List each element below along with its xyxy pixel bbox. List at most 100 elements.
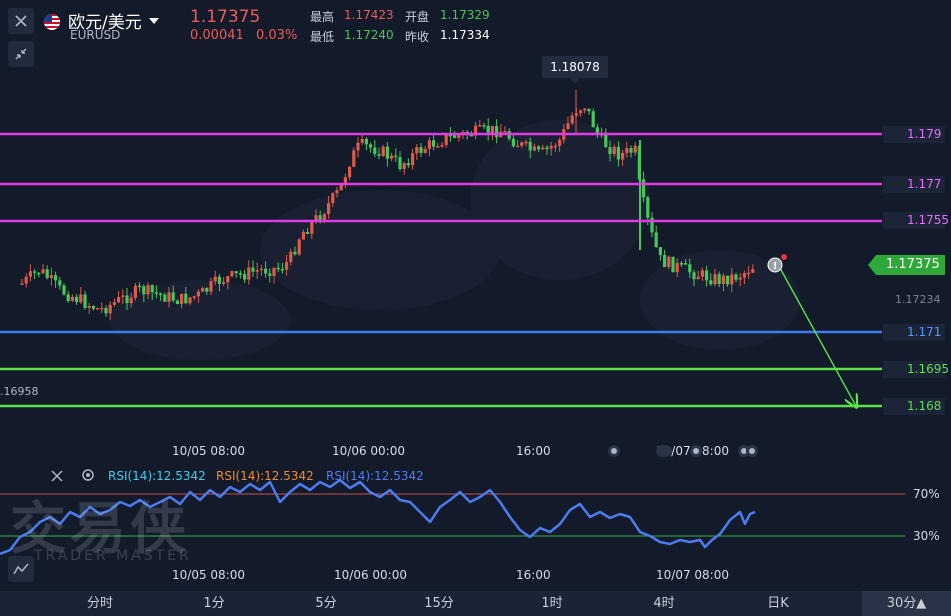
candle-body bbox=[41, 269, 45, 274]
candle-body bbox=[297, 239, 301, 255]
candle-body bbox=[705, 270, 709, 281]
timeframe-30min-selector[interactable]: 30分▲ bbox=[862, 591, 951, 616]
timeframe-fenshi[interactable]: 分时 bbox=[86, 596, 113, 611]
low-label: 最低 bbox=[310, 30, 335, 44]
timeframe-daily[interactable]: 日K bbox=[767, 596, 789, 611]
price-change: 0.00041 bbox=[190, 28, 244, 43]
candle-body bbox=[448, 134, 452, 137]
candle-body bbox=[360, 138, 364, 143]
candle-body bbox=[457, 134, 461, 138]
candle-body bbox=[726, 275, 730, 285]
candle-body bbox=[146, 285, 150, 295]
candle-body bbox=[272, 267, 276, 276]
timeframe-1h[interactable]: 1时 bbox=[541, 596, 563, 611]
candle-body bbox=[112, 302, 116, 305]
indicator-toggle-button[interactable] bbox=[8, 556, 34, 582]
candle-body bbox=[583, 108, 587, 111]
candle-body bbox=[490, 126, 494, 134]
price-change-pct: 0.03% bbox=[256, 28, 298, 43]
candle-body bbox=[142, 286, 146, 295]
candle-body bbox=[125, 295, 129, 304]
candlestick-chart[interactable]: ! bbox=[0, 0, 951, 440]
symbol-selector[interactable]: 欧元/美元 bbox=[68, 8, 160, 33]
x-label-3: 16:00 bbox=[516, 444, 551, 458]
chart-scroll-dots[interactable] bbox=[604, 441, 774, 461]
projection-arrow bbox=[779, 267, 856, 406]
candle-body bbox=[646, 197, 650, 218]
candle-body bbox=[343, 177, 347, 185]
candle-body bbox=[570, 115, 574, 124]
candle-body bbox=[369, 144, 373, 148]
candle-body bbox=[268, 273, 272, 276]
candle-body bbox=[734, 274, 738, 280]
candle-body bbox=[520, 142, 524, 146]
candle-body bbox=[121, 295, 125, 298]
candle-body bbox=[440, 144, 444, 147]
candle-body bbox=[495, 126, 499, 138]
candle-body bbox=[717, 274, 721, 284]
candle-body bbox=[553, 145, 557, 148]
candle-body bbox=[196, 291, 200, 297]
candle-body bbox=[721, 275, 725, 284]
candle-body bbox=[154, 292, 158, 294]
candle-body bbox=[394, 155, 398, 158]
candle-body bbox=[411, 153, 415, 166]
candle-body bbox=[478, 125, 482, 127]
candle-body bbox=[213, 276, 217, 282]
open-value: 1.17329 bbox=[440, 8, 490, 22]
rsi-line bbox=[0, 478, 756, 556]
watermark-cn: 交易侠 bbox=[10, 497, 190, 562]
close-button[interactable] bbox=[8, 8, 34, 34]
candle-body bbox=[537, 146, 541, 150]
candle-body bbox=[545, 147, 549, 149]
timeframe-15min[interactable]: 15分 bbox=[424, 596, 454, 611]
candle-body bbox=[293, 251, 297, 255]
candle-body bbox=[310, 221, 314, 234]
candle-body bbox=[419, 147, 423, 153]
watermark-en: TRADER MASTER bbox=[34, 548, 192, 564]
timeframe-5min[interactable]: 5分 bbox=[315, 596, 337, 611]
timeframe-4h[interactable]: 4时 bbox=[653, 596, 675, 611]
candle-body bbox=[167, 292, 171, 302]
candle-body bbox=[280, 268, 284, 271]
candle-body bbox=[163, 294, 167, 302]
candle-body bbox=[650, 217, 654, 233]
rsi-close-button[interactable] bbox=[50, 468, 64, 487]
candle-body bbox=[432, 140, 436, 147]
candle-body bbox=[70, 296, 74, 301]
candles-group bbox=[20, 90, 755, 321]
candle-body bbox=[108, 304, 112, 314]
rsi-settings-button[interactable] bbox=[80, 467, 96, 487]
candle-body bbox=[192, 296, 196, 298]
candle-body bbox=[356, 142, 360, 151]
candle-body bbox=[238, 273, 242, 275]
shrink-button[interactable] bbox=[8, 41, 34, 67]
rsi-chart[interactable] bbox=[0, 462, 951, 592]
candle-body bbox=[335, 190, 339, 194]
candle-body bbox=[658, 247, 662, 256]
level-label-1177: 1.177 bbox=[883, 176, 945, 193]
candle-body bbox=[675, 263, 679, 273]
candle-body bbox=[608, 147, 612, 155]
level-label-1168: 1.168 bbox=[883, 398, 945, 415]
timeframe-1min[interactable]: 1分 bbox=[203, 596, 225, 611]
gear-icon bbox=[82, 469, 94, 481]
candle-body bbox=[251, 267, 255, 272]
candle-body bbox=[314, 215, 318, 222]
candle-body bbox=[595, 127, 599, 134]
candle-body bbox=[486, 125, 490, 134]
candle-body bbox=[352, 150, 356, 167]
rsi-label-2: RSI(14):12.5342 bbox=[216, 469, 314, 483]
candle-body bbox=[20, 283, 24, 285]
info-marker-icon[interactable] bbox=[767, 257, 783, 273]
prev-close-value: 1.17334 bbox=[440, 28, 490, 42]
candle-body bbox=[188, 297, 192, 304]
candle-body bbox=[58, 280, 62, 286]
candle-body bbox=[398, 157, 402, 170]
candle-body bbox=[684, 263, 688, 265]
level-label-1179: 1.179 bbox=[883, 126, 945, 143]
candle-body bbox=[180, 293, 184, 304]
candle-body bbox=[671, 256, 675, 273]
candle-body bbox=[679, 263, 683, 265]
close-icon bbox=[15, 15, 27, 27]
